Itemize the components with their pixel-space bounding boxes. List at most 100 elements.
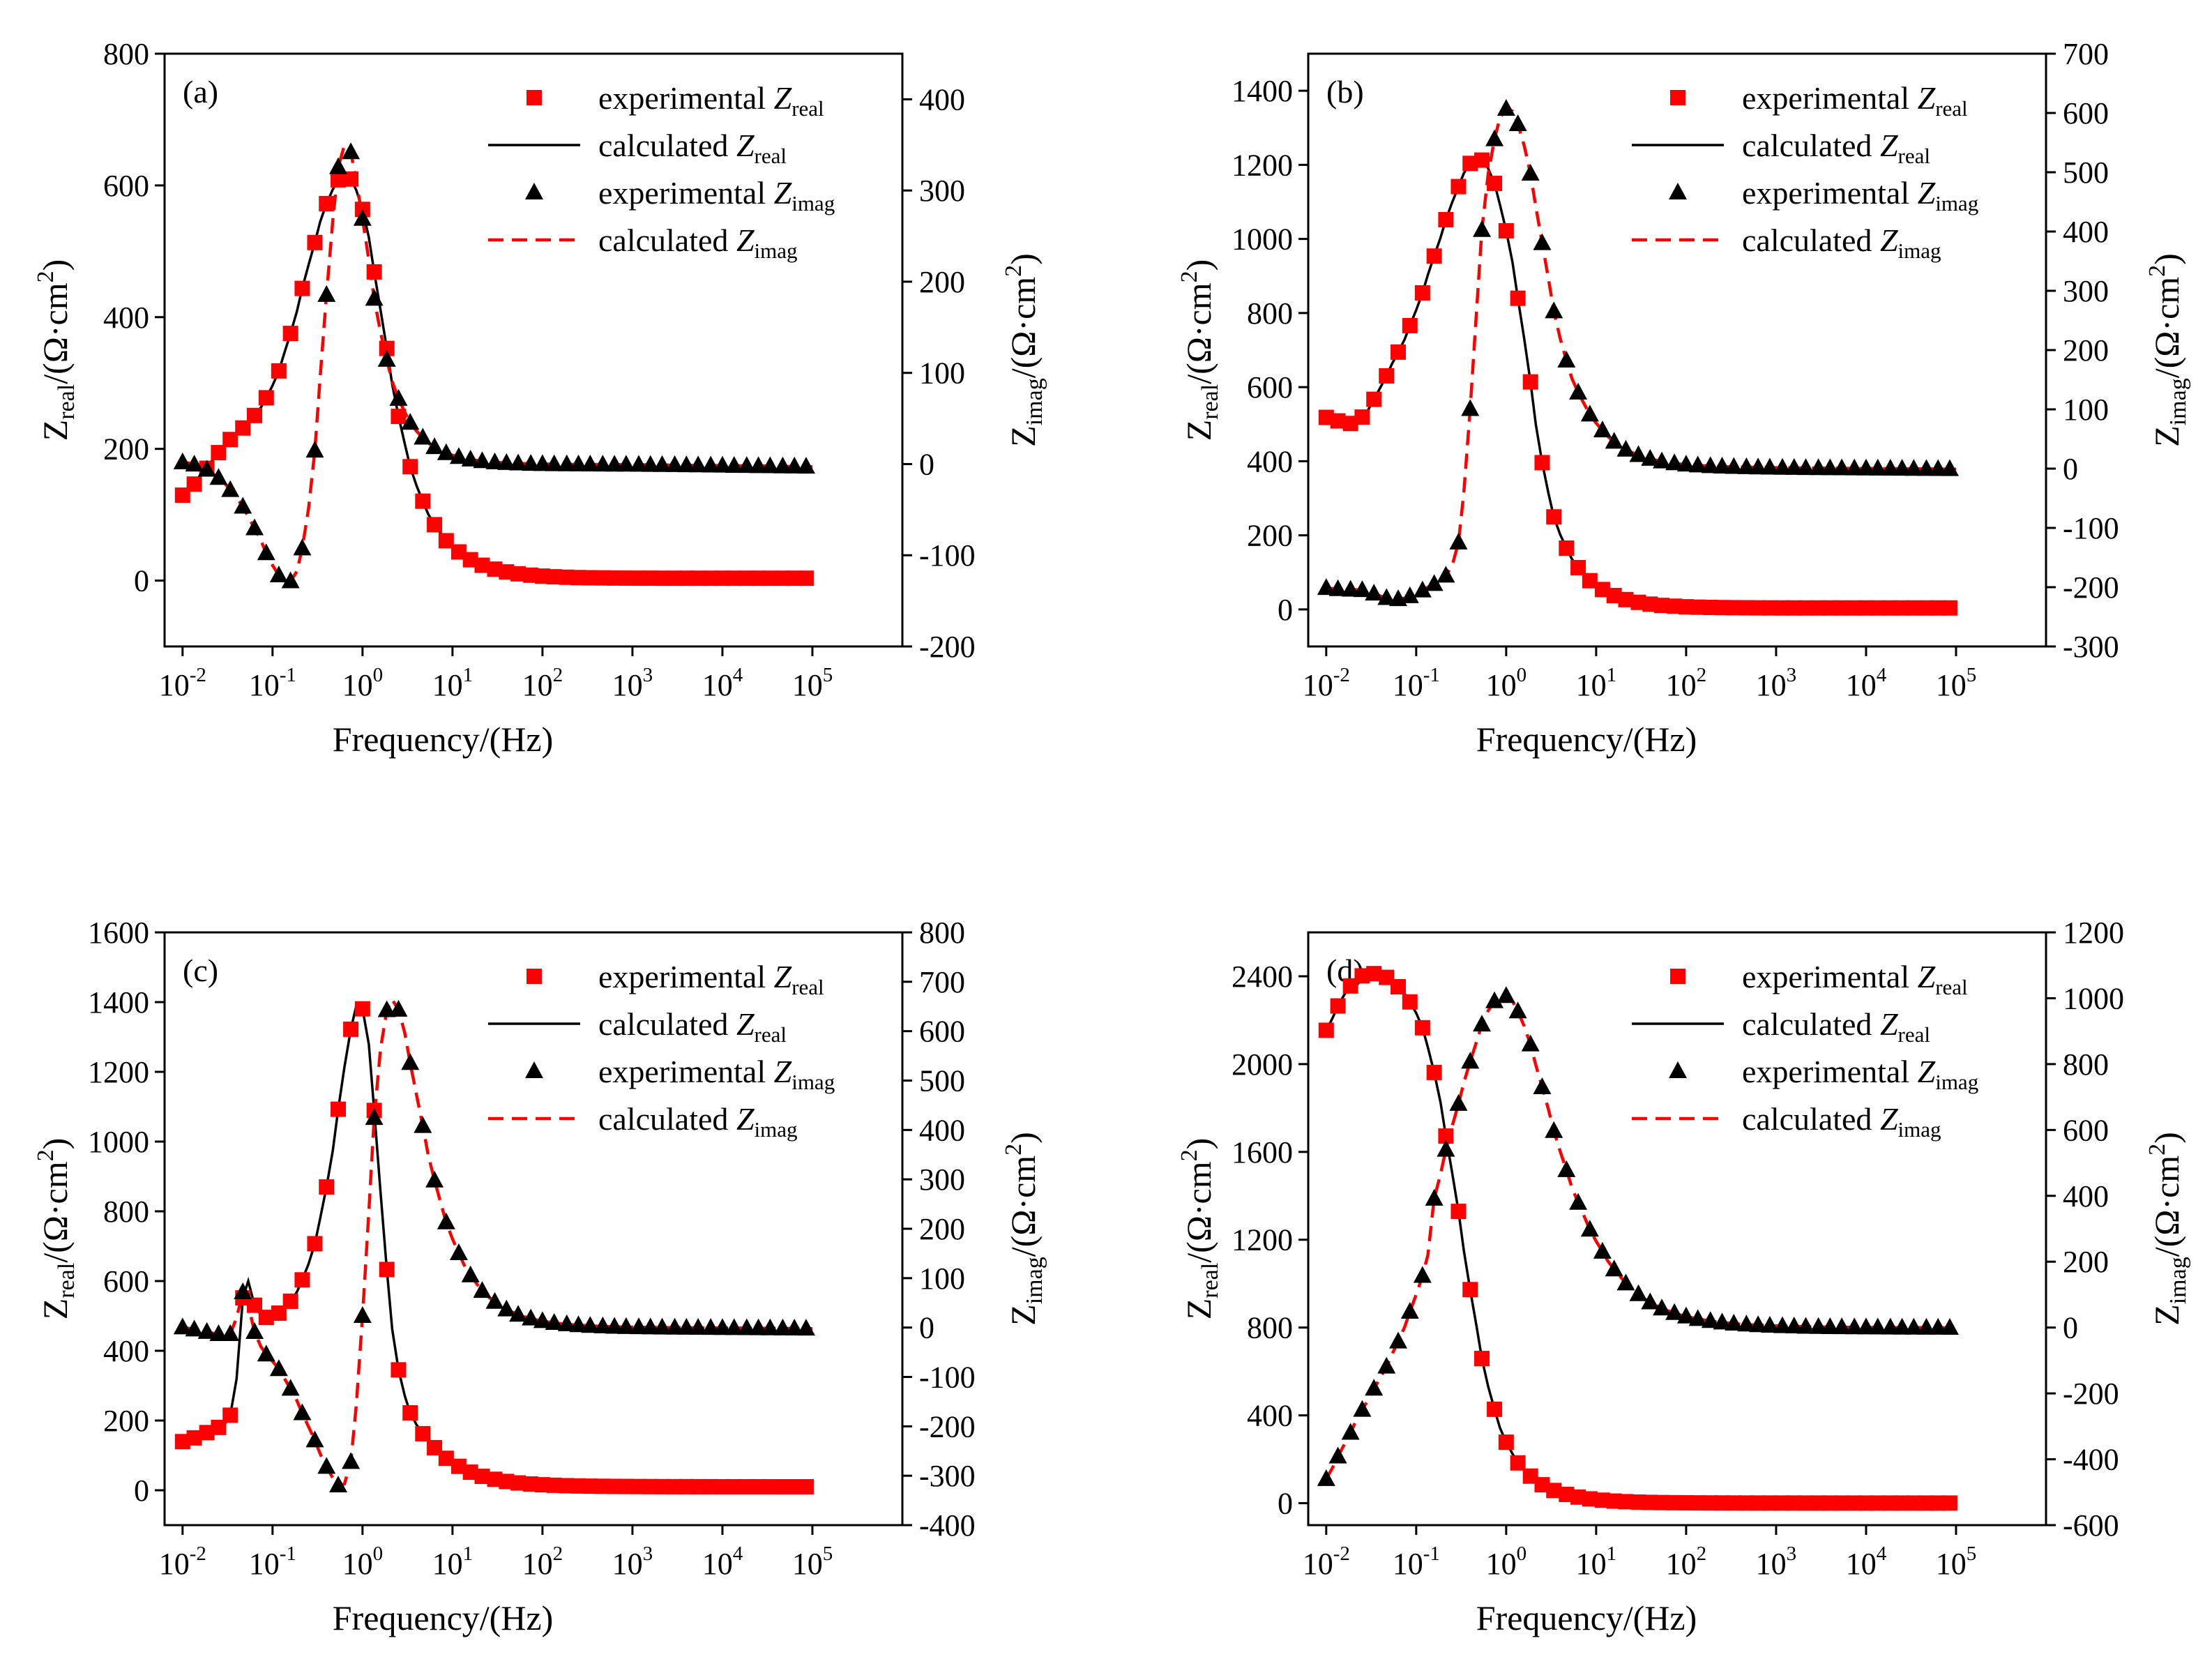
exp-imag-point xyxy=(569,454,588,471)
x-tick-label: 104 xyxy=(702,1543,743,1581)
exp-real-point xyxy=(546,569,562,585)
exp-real-point xyxy=(1798,600,1814,616)
exp-imag-point xyxy=(533,454,552,471)
exp-imag-point xyxy=(1328,1446,1347,1464)
exp-imag-point xyxy=(1377,588,1396,605)
exp-real-point xyxy=(258,390,274,406)
exp-imag-point xyxy=(1749,457,1768,475)
exp-imag-point xyxy=(377,1000,396,1017)
exp-real-point xyxy=(1941,600,1957,616)
legend-triangle-marker xyxy=(1669,1061,1687,1078)
x-tick-label: 10-1 xyxy=(249,664,296,702)
exp-real-point xyxy=(271,363,287,379)
exp-imag-point xyxy=(269,566,288,582)
exp-real-point xyxy=(570,570,586,586)
exp-real-point xyxy=(1618,591,1634,607)
exp-imag-point xyxy=(197,460,216,477)
exp-real-point xyxy=(1330,998,1346,1014)
exp-imag-point xyxy=(1785,1317,1803,1334)
exp-real-point xyxy=(1391,978,1407,994)
exp-real-point xyxy=(1582,1491,1598,1507)
exp-real-point xyxy=(654,570,670,586)
y-right-tick-label: 500 xyxy=(919,1064,965,1098)
exp-real-point xyxy=(343,171,359,187)
exp-imag-point xyxy=(1473,1015,1492,1032)
y-left-tick-label: 0 xyxy=(1278,1487,1293,1521)
exp-imag-point xyxy=(1940,1317,1959,1335)
y-right-tick-label: -300 xyxy=(919,1459,976,1493)
exp-real-point xyxy=(762,570,778,586)
exp-imag-point xyxy=(533,1311,552,1328)
exp-imag-point xyxy=(1868,1317,1887,1335)
exp-imag-point xyxy=(1773,1316,1791,1333)
exp-real-point xyxy=(1798,1495,1814,1511)
exp-real-point xyxy=(1606,588,1622,604)
exp-imag-point xyxy=(1545,301,1563,319)
y-right-tick-label: 200 xyxy=(919,265,965,299)
exp-imag-point xyxy=(1737,1315,1756,1332)
exp-imag-point xyxy=(616,455,635,472)
exp-imag-point xyxy=(689,455,708,473)
y-right-tick-label: 200 xyxy=(2063,333,2109,368)
exp-imag-point xyxy=(1353,1400,1372,1417)
y-right-tick-label: 100 xyxy=(919,1262,965,1296)
exp-imag-point xyxy=(1665,1303,1684,1320)
exp-real-point xyxy=(1667,598,1683,614)
exp-real-point xyxy=(235,420,251,436)
chart-panel: 10-2 10-1 100 101 102 103 104 105 0 200 400 600 800 1… xyxy=(1176,37,2191,759)
y-right-tick-label: -600 xyxy=(2063,1508,2119,1543)
exp-real-point xyxy=(1726,1495,1742,1511)
exp-imag-point xyxy=(245,1322,264,1339)
exp-real-point xyxy=(1774,1495,1790,1511)
exp-real-point xyxy=(1870,600,1886,616)
exp-real-point xyxy=(1738,1495,1755,1511)
y-right-tick-label: 500 xyxy=(2063,156,2109,190)
y-left-tick-label: 800 xyxy=(103,1195,149,1229)
exp-imag-point xyxy=(425,437,444,455)
y-left-tick-label: 0 xyxy=(1278,593,1293,627)
exp-real-point xyxy=(1402,317,1418,333)
legend-label: experimental Zreal xyxy=(598,959,824,999)
exp-real-point xyxy=(1834,1495,1850,1511)
exp-real-point xyxy=(1474,152,1490,168)
exp-imag-point xyxy=(473,1281,492,1298)
exp-real-point xyxy=(1930,1495,1946,1511)
exp-real-point xyxy=(570,1478,586,1494)
y-right-tick-label: -200 xyxy=(919,630,976,664)
exp-imag-point xyxy=(414,427,432,445)
y-right-tick-label: 0 xyxy=(919,447,934,481)
legend-triangle-marker xyxy=(1669,183,1687,199)
exp-real-point xyxy=(1474,1351,1490,1367)
y-left-tick-label: 0 xyxy=(134,1474,149,1508)
y-left-tick-label: 2400 xyxy=(1232,960,1293,994)
exp-real-point xyxy=(211,1419,227,1435)
exp-imag-point xyxy=(1485,991,1504,1008)
exp-imag-point xyxy=(365,1108,384,1126)
exp-real-point xyxy=(450,544,467,560)
y-right-tick-label: 100 xyxy=(919,356,965,391)
x-tick-label: 101 xyxy=(1576,1543,1617,1581)
exp-real-point xyxy=(1318,1022,1334,1038)
exp-real-point xyxy=(1847,600,1863,616)
exp-imag-point xyxy=(1821,458,1840,476)
y-left-axis-label: Zreal/(Ω·cm2) xyxy=(1176,259,1223,441)
legend-label: calculated Zimag xyxy=(1742,222,1941,263)
exp-imag-point xyxy=(389,999,408,1017)
y-left-tick-label: 400 xyxy=(1247,444,1293,478)
exp-real-point xyxy=(474,1469,490,1485)
y-left-tick-label: 1600 xyxy=(1232,1135,1293,1169)
exp-imag-point xyxy=(473,451,492,469)
x-tick-label: 100 xyxy=(342,1543,384,1581)
exp-imag-point xyxy=(713,1318,732,1335)
exp-imag-point xyxy=(1400,1302,1419,1319)
y-left-tick-label: 600 xyxy=(1247,370,1293,404)
x-axis-label: Frequency/(Hz) xyxy=(1476,720,1697,759)
exp-real-point xyxy=(222,1407,238,1423)
exp-imag-point xyxy=(1449,1093,1468,1111)
exp-imag-point xyxy=(353,209,372,226)
exp-imag-point xyxy=(185,455,204,472)
chart-panel: 10-2 10-1 100 101 102 103 104 105 0 400 800 1200 160… xyxy=(1176,916,2191,1637)
exp-real-point xyxy=(1630,594,1646,610)
exp-real-point xyxy=(1750,600,1766,616)
exp-real-point xyxy=(247,407,263,423)
